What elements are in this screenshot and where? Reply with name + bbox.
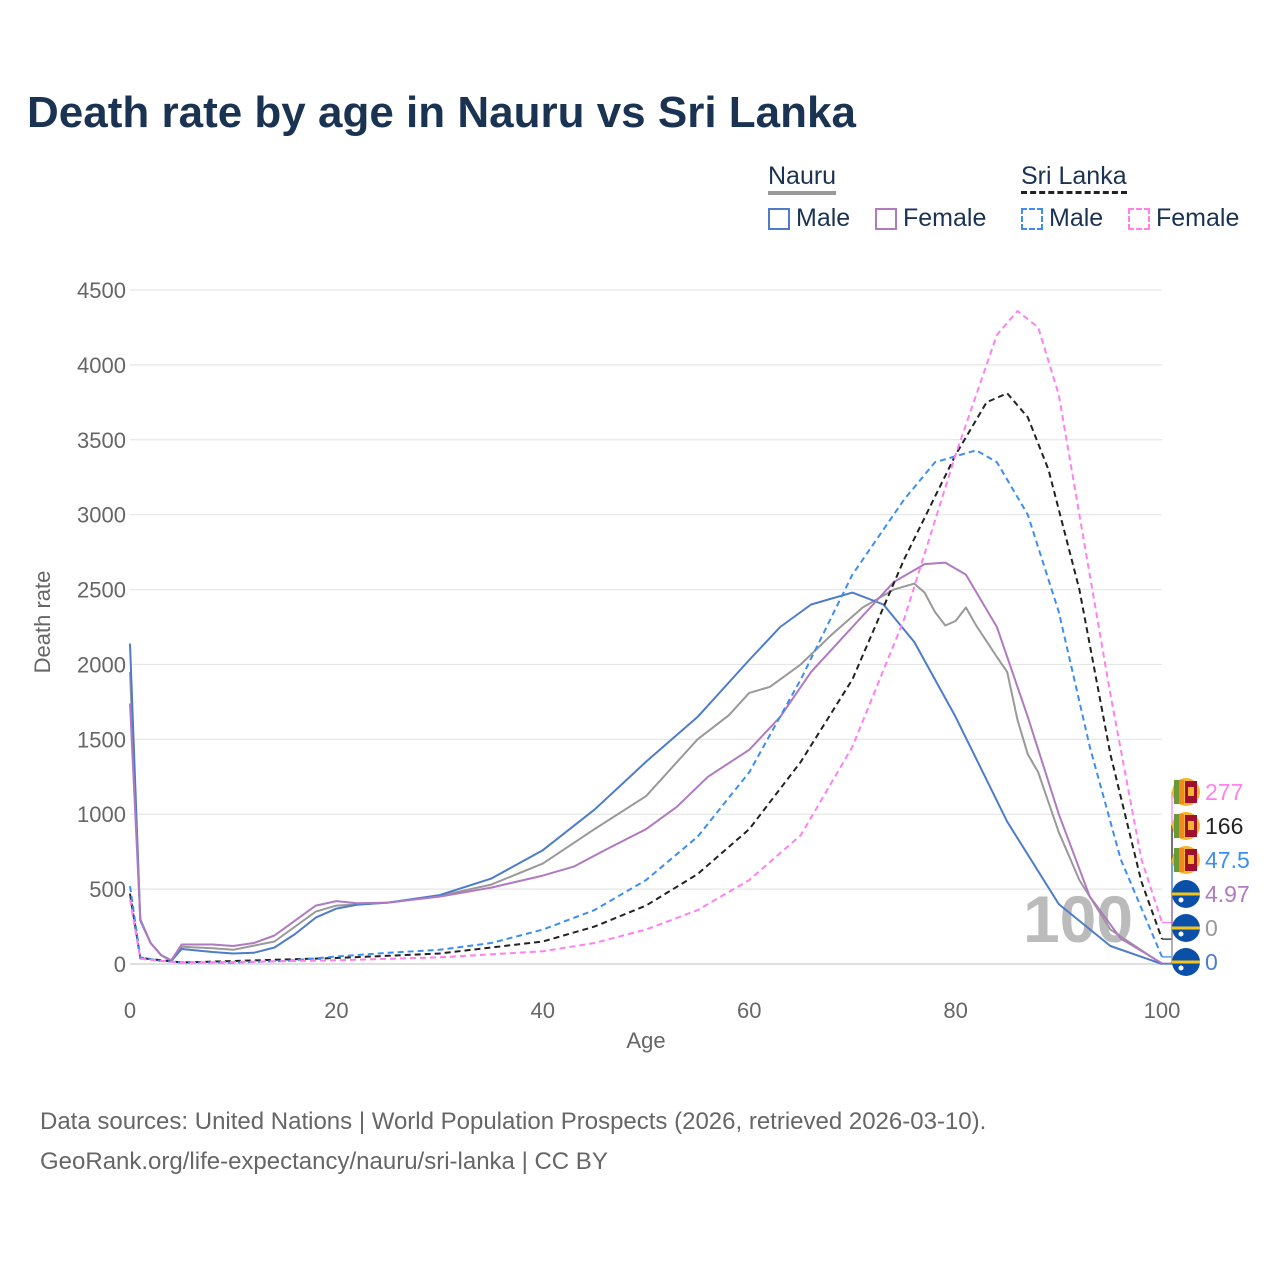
end-value-label: 166 — [1205, 813, 1243, 839]
legend-label: Female — [903, 204, 987, 232]
legend-item-sri-lanka-male[interactable]: Male — [1021, 204, 1103, 233]
x-tick-label: 60 — [737, 998, 761, 1023]
y-tick-label: 4000 — [77, 353, 126, 378]
legend-item-nauru-male[interactable]: Male — [768, 204, 850, 233]
x-tick-label: 100 — [1144, 998, 1181, 1023]
legend-item-nauru-female[interactable]: Female — [875, 204, 986, 233]
series-line-sri-lanka-male — [129, 449, 1163, 964]
legend-label: Male — [796, 204, 851, 232]
x-tick-label: 80 — [943, 998, 967, 1023]
y-tick-label: 3000 — [77, 503, 126, 528]
end-value-label: 0 — [1205, 949, 1218, 975]
series-line-nauru-female — [129, 561, 1163, 965]
legend-label: Male — [1049, 204, 1104, 232]
y-tick-label: 2500 — [77, 578, 126, 603]
end-label-connector — [1162, 859, 1176, 958]
series-line-sri-lanka-total — [129, 392, 1163, 964]
x-tick-label: 40 — [531, 998, 555, 1023]
legend-item-sri-lanka-female[interactable]: Female — [1128, 204, 1239, 233]
series-line-sri-lanka-female — [129, 310, 1163, 964]
legend-group-nauru: Nauru — [768, 162, 837, 195]
legend-swatch — [768, 207, 790, 230]
x-axis-label: Age — [626, 1028, 665, 1053]
y-tick-label: 2000 — [77, 652, 126, 677]
end-value-label: 47.5 — [1205, 847, 1250, 873]
y-tick-label: 3500 — [77, 428, 126, 453]
footer-link[interactable]: GeoRank.org/life-expectancy/nauru/sri-la… — [40, 1148, 608, 1175]
sri-lanka-flag-icon — [1172, 778, 1200, 806]
nauru-flag-icon — [1172, 880, 1200, 908]
series-line-nauru-total — [129, 582, 1163, 965]
legend-group-sri-lanka: Sri Lanka — [1021, 162, 1127, 194]
y-tick-label: 1500 — [77, 727, 126, 752]
y-axis-label: Death rate — [30, 571, 55, 674]
y-tick-label: 0 — [114, 952, 126, 977]
end-value-label: 4.97 — [1205, 881, 1250, 907]
sri-lanka-flag-icon — [1172, 846, 1200, 874]
legend-swatch — [1021, 207, 1043, 230]
y-tick-label: 1000 — [77, 802, 126, 827]
x-tick-label: 20 — [324, 998, 348, 1023]
end-value-label: 277 — [1205, 779, 1243, 805]
end-value-label: 0 — [1205, 915, 1218, 941]
y-tick-label: 500 — [89, 877, 126, 902]
series-line-nauru-male — [129, 591, 1163, 965]
legend-swatch — [875, 207, 897, 230]
nauru-flag-icon — [1172, 948, 1200, 976]
chart-title: Death rate by age in Nauru vs Sri Lanka — [27, 88, 856, 137]
sri-lanka-flag-icon — [1172, 812, 1200, 840]
x-tick-label: 0 — [124, 998, 136, 1023]
legend-swatch — [1128, 207, 1150, 230]
footer-sources: Data sources: United Nations | World Pop… — [40, 1108, 987, 1135]
legend-label: Female — [1156, 204, 1240, 232]
y-tick-label: 4500 — [77, 278, 126, 303]
nauru-flag-icon — [1172, 914, 1200, 942]
